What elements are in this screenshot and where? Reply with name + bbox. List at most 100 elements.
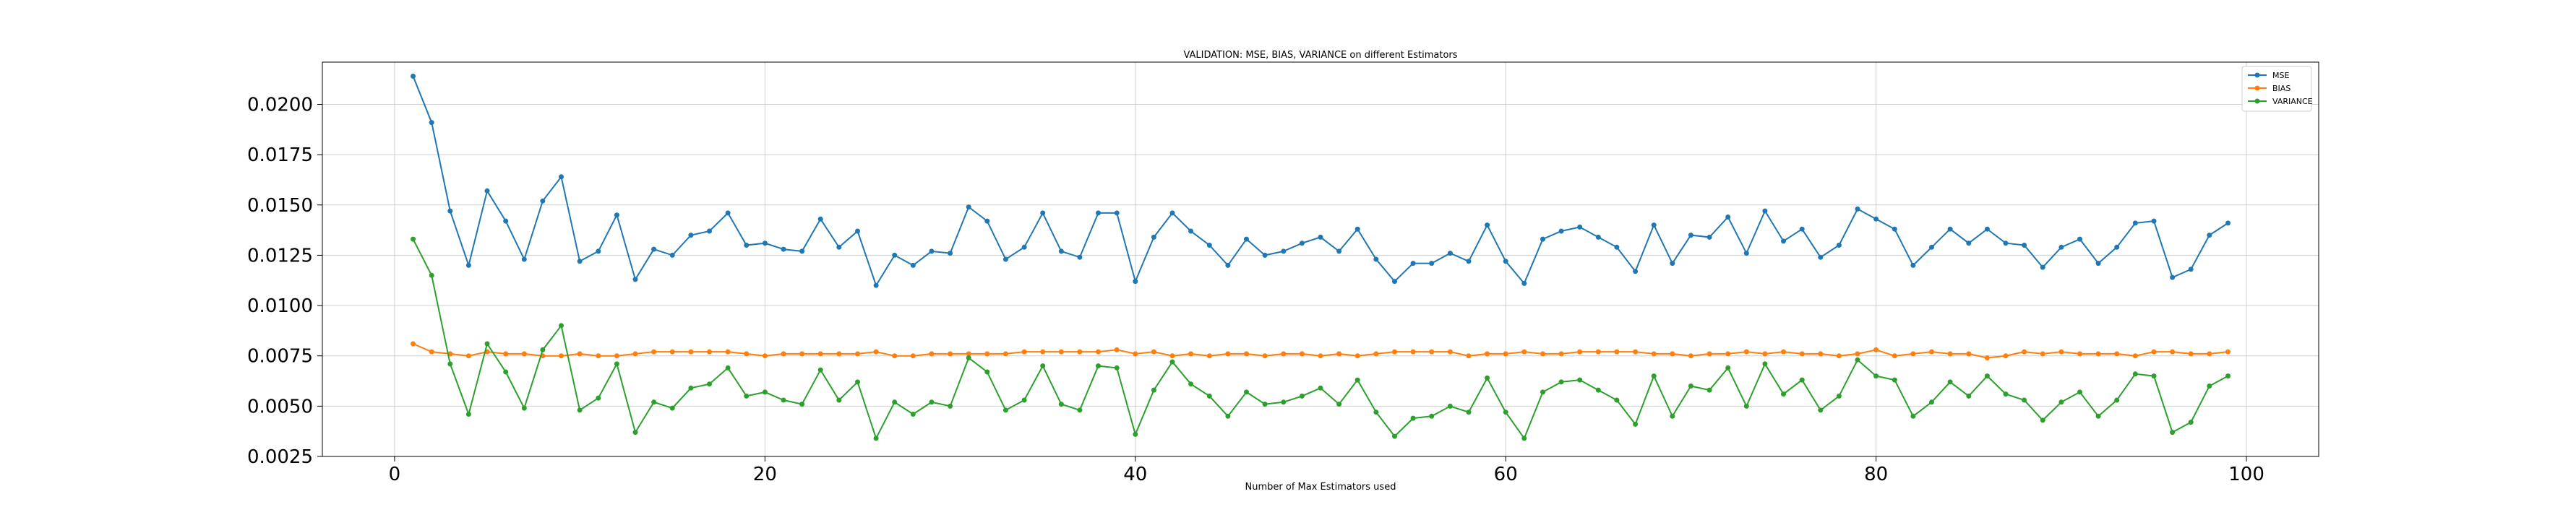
variance-point [1614,397,1620,403]
variance-point [1706,387,1712,393]
bias-point [1206,353,1212,359]
variance-point [1558,379,1564,385]
bias-point [577,351,583,357]
x-tick-label: 20 [753,464,777,485]
variance-point [799,402,805,407]
variance-point [1206,393,1212,399]
variance-point [1299,393,1305,399]
bias-point [1429,349,1435,355]
mse-point [1225,262,1231,268]
variance-point [1521,436,1527,441]
mse-point [632,277,638,282]
mse-point [559,174,564,180]
mse-point [2132,220,2138,226]
mse-point [1743,251,1749,256]
mse-point [984,218,990,224]
bias-point [2077,351,2082,357]
bias-point [1096,349,1101,355]
mse-point [1651,222,1657,228]
bias-point [1354,353,1360,359]
bias-point [1281,351,1287,357]
variance-point [966,355,971,360]
mse-point [1688,233,1693,238]
mse-point [2225,220,2231,226]
x-tick-label: 60 [1494,464,1518,485]
variance-point [1244,389,1249,395]
bias-point [1947,351,1953,357]
bias-point [966,351,971,357]
variance-point [2077,389,2082,395]
bias-point [1485,351,1490,357]
mse-point [744,243,750,248]
bias-point [1058,349,1064,355]
mse-point [1595,234,1601,240]
variance-point [2003,391,2009,397]
mse-point [1003,256,1008,262]
variance-point [929,399,935,405]
bias-point [1873,347,1879,352]
variance-point [1169,359,1175,365]
variance-point [1281,399,1287,405]
bias-point [799,351,805,357]
variance-point [2114,397,2120,403]
variance-point [984,369,990,375]
variance-point [1040,363,1046,369]
variance-point [2170,430,2176,436]
mse-point [892,252,898,258]
plot-frame [322,61,2319,457]
x-tick-label: 0 [389,464,401,485]
variance-point [1873,373,1879,379]
mse-point [1503,259,1508,264]
mse-point [873,282,879,288]
mse-point [2003,240,2009,246]
bias-point [836,351,842,357]
mse-point [2188,266,2194,272]
mse-point [688,233,694,238]
legend: MSE BIAS VARIANCE [2241,66,2313,112]
variance-point [1540,389,1545,395]
variance-point [910,412,916,417]
bias-point [1614,349,1620,355]
bias-point [762,353,768,359]
y-tick-label: 0.0025 [247,446,313,468]
bias-point [910,353,916,359]
variance-point [484,341,490,347]
variance-point [1151,387,1156,393]
mse-point [1466,259,1472,264]
y-tick-label: 0.0125 [247,245,313,266]
variance-point [1466,410,1472,415]
bias-point [2188,351,2194,357]
variance-point [1096,363,1101,369]
bias-point [781,351,786,357]
mse-point [503,218,509,224]
variance-point [781,397,786,403]
mse-point [484,188,490,194]
variance-point [1910,413,1916,419]
mse-point [429,120,434,126]
variance-point [1984,373,1990,379]
mse-point [1485,222,1490,228]
variance-point [1429,413,1435,419]
mse-point [1299,240,1305,246]
variance-point [2058,399,2064,405]
mse-point [1614,244,1620,250]
variance-point [725,365,731,370]
bias-point [2225,349,2231,355]
mse-point [2095,261,2101,266]
variance-point [744,393,750,399]
mse-point [1133,279,1138,285]
bias-point [1892,353,1897,359]
bias-point [855,351,860,357]
variance-point [1058,402,1064,407]
plot-area [322,62,2319,456]
mse-point [1410,261,1416,266]
bias-point [1318,353,1323,359]
variance-point [1021,397,1027,403]
bias-point [651,349,657,355]
bias-point [1688,353,1693,359]
bias-point [1447,349,1453,355]
variance-point [1225,413,1231,419]
mse-point [1725,214,1731,220]
x-axis-label: Number of Max Estimators used [1245,482,1396,493]
